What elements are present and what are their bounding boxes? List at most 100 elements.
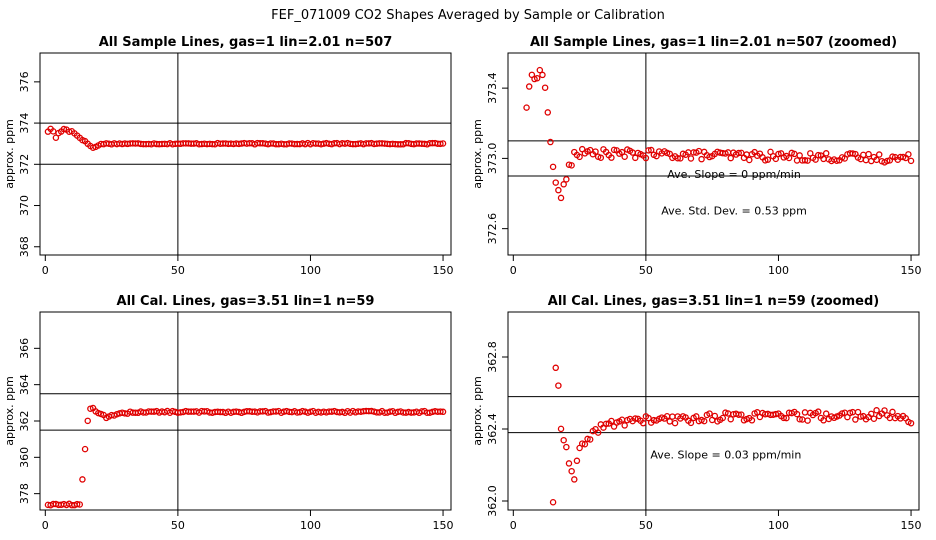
x-tick-label: 50 [639, 264, 653, 277]
y-axis-label: approx. ppm [471, 376, 484, 446]
data-point [653, 152, 660, 160]
data-point [533, 74, 541, 82]
data-point [568, 467, 575, 475]
data-point [621, 422, 628, 429]
data-point [801, 409, 809, 416]
data-point [87, 405, 94, 412]
data-point [608, 154, 615, 161]
data-point [796, 416, 803, 423]
data-point [544, 109, 552, 116]
data-point [865, 150, 872, 158]
data-point [905, 151, 912, 158]
series-points [44, 125, 447, 151]
data-point [563, 443, 570, 451]
y-tick-label: 374 [18, 113, 31, 134]
data-point [875, 151, 883, 158]
y-tick-label: 360 [18, 447, 31, 468]
data-point [907, 419, 915, 427]
data-point [586, 436, 594, 443]
data-point [581, 440, 589, 448]
data-point [889, 408, 896, 416]
series-points [523, 66, 915, 202]
data-point [727, 154, 734, 162]
data-point [645, 147, 652, 154]
data-point [735, 149, 742, 157]
data-point [642, 154, 650, 162]
data-point [552, 364, 559, 372]
x-tick-label: 100 [768, 519, 789, 532]
data-point [439, 408, 447, 416]
data-point [560, 436, 567, 444]
data-point [563, 176, 570, 183]
x-tick-label: 50 [639, 519, 653, 532]
data-point [73, 500, 81, 508]
x-tick-label: 100 [300, 264, 321, 277]
data-point [437, 408, 444, 415]
data-point [761, 157, 769, 164]
data-point [597, 154, 605, 161]
annotation-text: Ave. Std. Dev. = 0.53 ppm [661, 205, 807, 218]
x-tick-label: 150 [433, 519, 454, 532]
panels: All Sample Lines, gas=1 lin=2.01 n=507 0 5… [3, 35, 922, 532]
data-point [852, 416, 859, 423]
data-point [746, 156, 753, 164]
data-point [727, 415, 734, 423]
panel-1: All Sample Lines, gas=1 lin=2.01 n=507 0 5… [3, 35, 454, 277]
data-point [854, 408, 862, 416]
data-point [873, 407, 880, 414]
x-tick-label: 0 [42, 264, 49, 277]
data-point [674, 154, 681, 162]
data-point [52, 134, 60, 142]
panel-title: All Cal. Lines, gas=3.51 lin=1 n=59 (zoo… [548, 294, 879, 309]
data-point [804, 417, 811, 424]
x-tick-label: 50 [171, 264, 185, 277]
data-point [870, 415, 878, 422]
y-tick-label: 373.0 [486, 143, 499, 175]
data-point [621, 153, 628, 160]
y-tick-label: 362.0 [486, 485, 499, 517]
data-point [719, 414, 727, 422]
data-point [60, 125, 68, 133]
data-point [565, 460, 573, 467]
y-tick-label: 366 [18, 338, 31, 359]
data-point [889, 153, 896, 160]
y-tick-label: 362 [18, 410, 31, 431]
y-tick-label: 372.6 [486, 213, 499, 245]
data-point [833, 157, 841, 165]
data-point [807, 150, 814, 157]
data-point [81, 445, 89, 453]
data-point [555, 382, 562, 389]
data-point [565, 161, 573, 168]
data-point [868, 410, 875, 418]
data-point [576, 153, 583, 161]
y-tick-label: 368 [18, 236, 31, 257]
panel-2: All Sample Lines, gas=1 lin=2.01 n=507 (… [471, 35, 922, 277]
data-point [793, 157, 801, 164]
data-point [523, 104, 530, 111]
y-tick-label: 370 [18, 195, 31, 216]
data-point [775, 150, 782, 158]
data-point [849, 150, 856, 157]
x-tick-label: 0 [42, 519, 49, 532]
series-points [549, 364, 915, 506]
data-point [439, 140, 447, 147]
data-point [735, 411, 742, 418]
data-point [549, 499, 557, 506]
y-tick-label: 362.4 [486, 413, 499, 445]
data-point [783, 414, 790, 422]
panel-4: All Cal. Lines, gas=3.51 lin=1 n=59 (zoo… [471, 294, 922, 532]
data-point [549, 163, 557, 171]
data-point [76, 501, 84, 508]
data-point [698, 155, 705, 163]
y-tick-label: 364 [18, 374, 31, 395]
figure-title: FEF_071009 CO2 Shapes Averaged by Sample… [271, 8, 665, 23]
data-point [557, 425, 565, 433]
data-point [525, 83, 533, 90]
y-axis-label: approx. ppm [3, 376, 16, 446]
series-points [44, 404, 447, 509]
data-point [610, 146, 618, 154]
data-point [645, 414, 652, 422]
plot-frame [507, 52, 920, 256]
data-point [539, 71, 546, 79]
y-tick-label: 373.4 [486, 72, 499, 104]
